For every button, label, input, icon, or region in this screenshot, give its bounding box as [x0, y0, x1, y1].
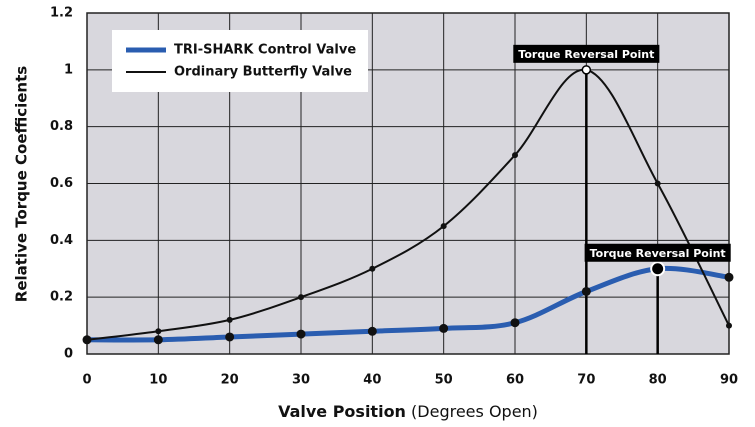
y-tick-label: 0.4: [50, 233, 73, 248]
x-tick-label: 40: [363, 373, 381, 388]
y-axis-label: Relative Torque Coefficients: [13, 66, 31, 302]
y-tick-label: 0.6: [50, 176, 73, 191]
annotation-label: Torque Reversal Point: [518, 48, 654, 61]
annotation: Torque Reversal Point: [584, 243, 731, 262]
point: [439, 323, 449, 333]
point: [724, 272, 734, 282]
point: [153, 335, 163, 345]
x-tick-label: 60: [506, 373, 524, 388]
annotation: Torque Reversal Point: [513, 44, 660, 63]
point: [84, 336, 90, 343]
point: [225, 332, 235, 342]
x-tick-label: 70: [577, 373, 595, 388]
point: [581, 65, 592, 75]
x-tick-label: 10: [149, 373, 167, 388]
x-axis-label-main: Valve Position: [278, 402, 406, 421]
point: [367, 326, 377, 336]
y-tick-label: 1: [64, 62, 73, 77]
point: [581, 286, 591, 296]
annotation-label: Torque Reversal Point: [590, 247, 726, 260]
x-tick-label: 90: [720, 373, 738, 388]
legend-box: [112, 30, 368, 92]
point: [369, 265, 376, 272]
point: [226, 316, 233, 323]
y-tick-label: 0.2: [50, 290, 73, 305]
y-tick-label: 1.2: [50, 6, 73, 21]
legend: TRI-SHARK Control Valve Ordinary Butterfl…: [112, 30, 368, 92]
x-tick-label: 80: [649, 373, 667, 388]
x-tick-label: 0: [82, 373, 91, 388]
x-tick-label: 30: [292, 373, 310, 388]
point: [650, 261, 666, 277]
point: [726, 322, 732, 329]
legend-label: TRI-SHARK Control Valve: [174, 43, 356, 58]
series-line: [86, 265, 730, 343]
legend-label: Ordinary Butterfly Valve: [174, 65, 352, 80]
y-tick-label: 0.8: [50, 119, 73, 134]
annotation-box: [513, 44, 660, 63]
x-tick-label: 50: [435, 373, 453, 388]
point: [155, 328, 162, 335]
annotation-box: [584, 243, 731, 262]
point: [512, 152, 518, 159]
plot-frame: [86, 12, 730, 355]
point: [440, 223, 447, 230]
x-axis-label: Valve Position (Degrees Open): [278, 402, 538, 421]
point: [654, 180, 661, 187]
x-axis-label-note: (Degrees Open): [411, 402, 538, 421]
x-tick-label: 20: [221, 373, 239, 388]
y-tick-label: 0: [64, 347, 73, 362]
point: [510, 318, 520, 328]
point: [298, 294, 304, 301]
point: [296, 329, 306, 339]
